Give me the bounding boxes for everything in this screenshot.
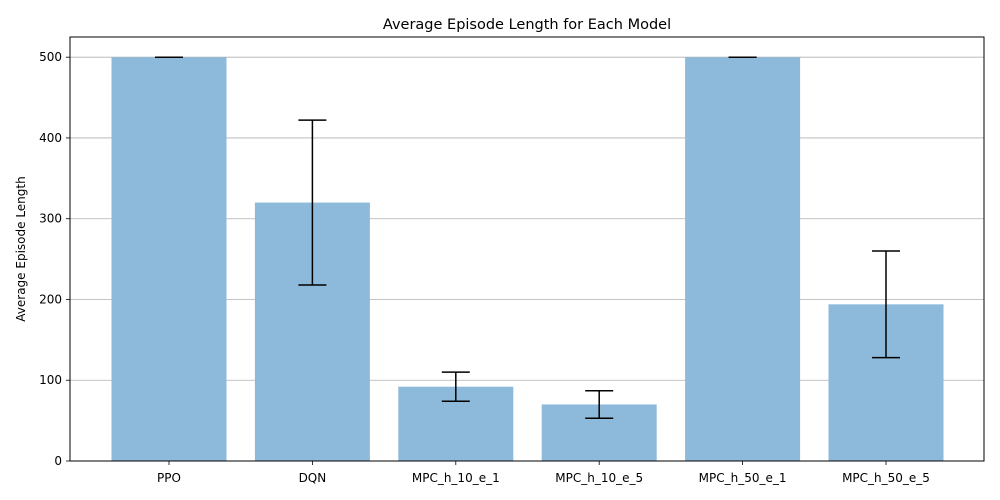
- y-tick-label: 300: [39, 212, 62, 226]
- y-tick-label: 100: [39, 373, 62, 387]
- bar: [685, 57, 801, 461]
- x-tick-label: DQN: [299, 471, 327, 485]
- y-axis-label: Average Episode Length: [14, 176, 28, 321]
- x-tick-label: PPO: [157, 471, 181, 485]
- x-axis-ticks: PPO DQN MPC_h_10_e_1 MPC_h_10_e_5 MPC_h_50_e…: [157, 461, 930, 485]
- error-bars: [155, 56, 900, 419]
- y-tick-label: 500: [39, 50, 62, 64]
- x-tick-label: MPC_h_50_e_5: [842, 471, 930, 485]
- chart-title: Average Episode Length for Each Model: [383, 17, 671, 33]
- bar: [111, 57, 227, 461]
- x-tick-label: MPC_h_50_e_1: [699, 471, 787, 485]
- y-axis-ticks: 0 100 200 300 400 500: [39, 50, 70, 468]
- x-tick-label: MPC_h_10_e_5: [555, 471, 643, 485]
- plot-area-frame: [69, 36, 985, 462]
- y-tick-label: 400: [39, 131, 62, 145]
- x-tick-label: MPC_h_10_e_1: [412, 471, 500, 485]
- y-tick-label: 0: [54, 454, 62, 468]
- y-tick-label: 200: [39, 292, 62, 306]
- bars: [111, 57, 944, 462]
